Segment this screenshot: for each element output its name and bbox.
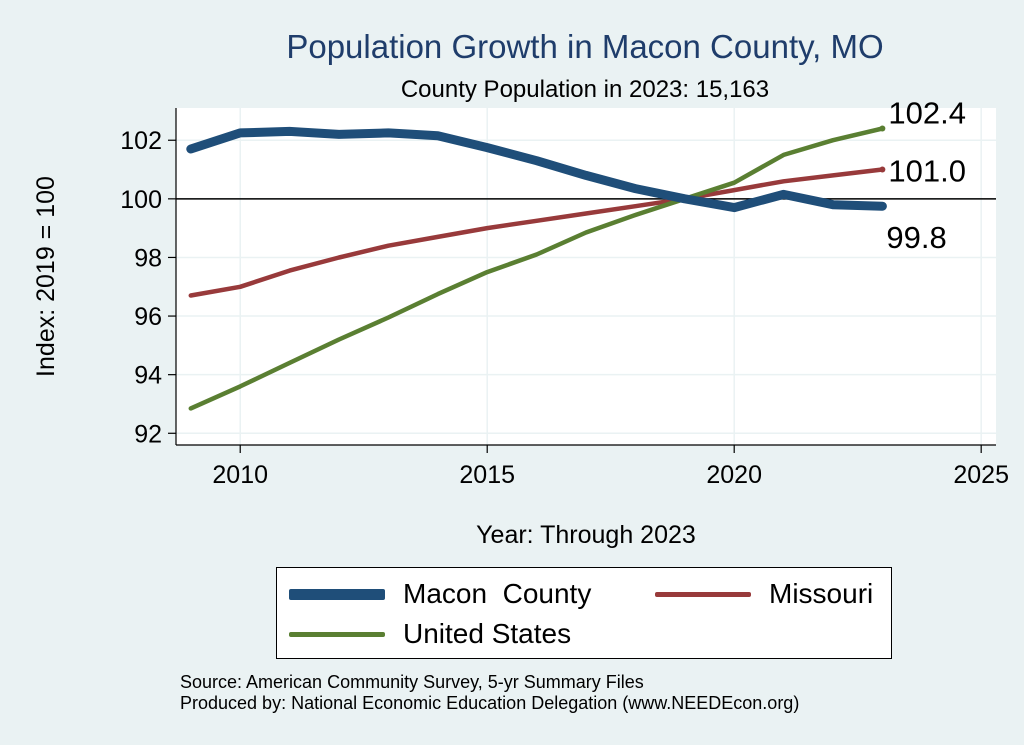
gridlines [176, 108, 996, 445]
legend-item-united-states: United States [289, 618, 571, 650]
series-endpoint-macon-county [878, 202, 887, 211]
y-tick-label: 92 [134, 420, 162, 448]
legend-swatch-macon-county [289, 588, 385, 600]
legend-item-missouri: Missouri [655, 578, 873, 610]
legend-label-united-states: United States [403, 618, 572, 649]
y-axis-label: Index: 2019 = 100 [32, 176, 60, 377]
end-labels: 99.8 101.0 102.4 [886, 96, 966, 256]
legend-item-macon-county: Macon County [289, 578, 591, 610]
legend-swatch-missouri [655, 591, 751, 597]
x-tick-label: 2020 [706, 461, 762, 489]
x-tick-label: 2010 [212, 461, 268, 489]
chart-title: Population Growth in Macon County, MO [286, 28, 884, 65]
x-axis-label: Year: Through 2023 [476, 521, 696, 549]
series-line-macon-county [186, 126, 887, 213]
source-note: Source: American Community Survey, 5-yr … [180, 672, 799, 714]
y-tick-label: 94 [134, 362, 162, 390]
producer-line: Produced by: National Economic Education… [180, 693, 800, 713]
plot-area [176, 108, 996, 445]
x-tick-label: 2015 [459, 461, 515, 489]
legend: Macon County Missouri United States [276, 567, 892, 659]
x-tick-label: 2025 [953, 461, 1009, 489]
legend-label-missouri: Missouri [769, 578, 874, 609]
y-tick-label: 100 [120, 186, 162, 214]
series-endpoint-united-states [879, 125, 886, 132]
axes: 92 94 96 98 100 102 2010 2015 2020 2025 [120, 108, 1009, 489]
legend-label-macon-county: Macon County [403, 578, 592, 609]
series-endpoint-missouri [879, 166, 886, 173]
series-line-united-states [188, 126, 885, 411]
source-line: Source: American Community Survey, 5-yr … [180, 672, 644, 692]
series-lines [186, 125, 887, 411]
chart-subtitle: County Population in 2023: 15,163 [400, 76, 770, 103]
end-label-macon-county: 99.8 [886, 220, 946, 255]
y-tick-label: 98 [134, 244, 162, 272]
end-label-united-states: 102.4 [888, 96, 966, 131]
series-line-missouri [188, 167, 885, 298]
end-label-missouri: 101.0 [888, 154, 966, 189]
y-tick-label: 102 [120, 127, 162, 155]
legend-swatch-united-states [289, 631, 385, 637]
y-tick-label: 96 [134, 303, 162, 331]
